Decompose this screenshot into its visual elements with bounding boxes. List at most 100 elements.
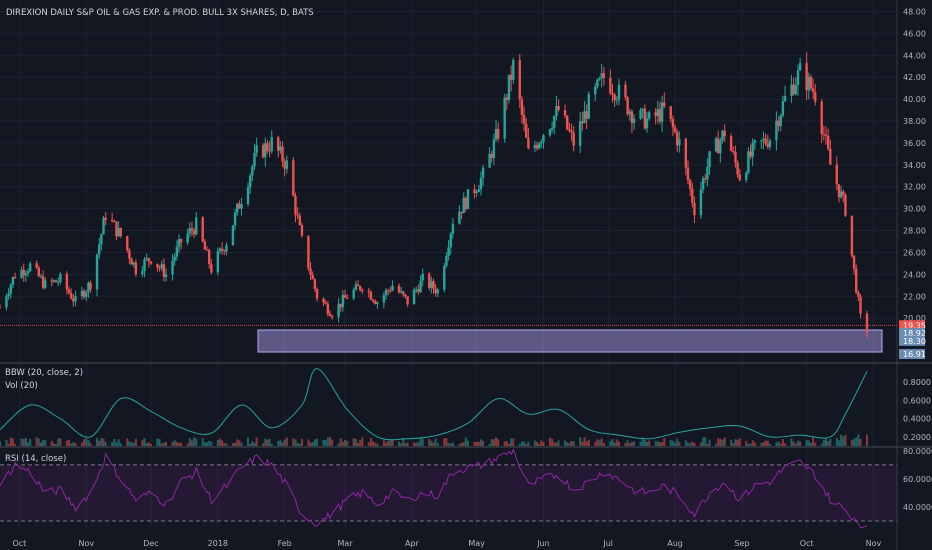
candle-body [839,191,843,198]
volume-bar [238,440,241,446]
candle-body [656,109,659,117]
candle-body [865,313,869,333]
volume-bar [298,443,301,446]
candle-body [533,145,537,149]
candle-body [721,130,724,141]
volume-bar [400,443,403,446]
candle-body [343,295,347,298]
candle-body [630,111,634,123]
volume-bar [404,442,407,446]
volume-bar [262,443,265,446]
candle-body [147,258,151,262]
volume-bar [70,443,73,446]
volume-bar [29,438,32,446]
candle-body [69,292,73,299]
volume-bar [643,439,646,446]
candle-body [751,142,754,157]
time-tick-label: Feb [278,539,292,548]
candle-body [376,302,379,305]
candle-body [119,227,122,237]
candle-body [309,268,312,275]
candle-body [792,84,795,95]
volume-bar [533,440,536,446]
volume-bar [391,439,394,446]
volume-bar [525,443,528,446]
volume-bar [331,439,334,446]
price-tick-label: 48.00 [903,7,926,16]
volume-bar [730,439,733,446]
volume-bar [671,440,674,446]
candle-body [479,177,483,190]
candle-body [775,120,778,141]
candle-body [643,108,647,129]
price-tick-label: 30.00 [903,205,926,214]
candle-body [458,211,461,224]
volume-bar [344,439,347,446]
candle-body [0,307,2,309]
candle-body [753,140,757,143]
candle-body [173,256,176,261]
volume-bar [794,443,797,446]
volume-bar [281,442,284,446]
candle-body [598,78,601,80]
volume-bar [768,443,771,446]
price-tick-label: 32.00 [903,183,926,192]
volume-bar [193,437,196,446]
volume-bar [5,439,8,446]
price-tick-label: 38.00 [903,117,926,126]
volume-bar [428,439,431,446]
candle-body [807,76,810,91]
candle-body [298,215,301,225]
candle-body [177,239,181,247]
candle-body [339,303,342,308]
candle-body [557,105,560,111]
candle-body [358,286,362,291]
candle-body [701,178,705,190]
volume-bar [449,443,452,446]
volume-bar [760,442,763,446]
volume-bar [570,440,573,446]
volume-bar [656,441,659,446]
candle-body [281,146,284,162]
candle-body [186,233,189,243]
candle-body [190,228,194,231]
zone-price-tag: 18.30 [903,337,926,346]
volume-bar [255,437,258,446]
price-tick-label: 34.00 [903,161,926,170]
candle-body [509,74,513,80]
rsi-band [0,464,897,521]
volume-bar [309,442,312,446]
volume-bar [55,443,58,446]
candle-body [346,297,349,299]
candle-body [585,111,588,119]
volume-bar [337,443,340,446]
volume-bar [171,441,174,446]
candle-body [829,148,832,165]
volume-bar [717,438,720,446]
candle-body [540,141,543,144]
candle-body [356,284,360,287]
candle-body [132,262,135,265]
volume-bar [234,442,237,446]
volume-bar [279,440,282,446]
volume-bar [165,442,168,446]
volume-bar [764,440,767,446]
volume-bar [264,438,267,446]
volume-bar [132,442,135,446]
candle-body [693,202,696,216]
candle-body [143,259,146,271]
candle-body [503,97,506,139]
volume-bar [85,438,88,446]
candle-body [798,62,802,71]
candle-body [158,267,161,269]
candle-body [669,106,672,119]
support-zone[interactable] [257,329,883,353]
candle-body [218,248,222,252]
volume-bar [72,442,75,446]
volume-bar [790,438,793,446]
candle-body [777,120,780,126]
candle-body [7,293,10,297]
candle-body [671,118,675,128]
volume-bar [553,442,556,446]
